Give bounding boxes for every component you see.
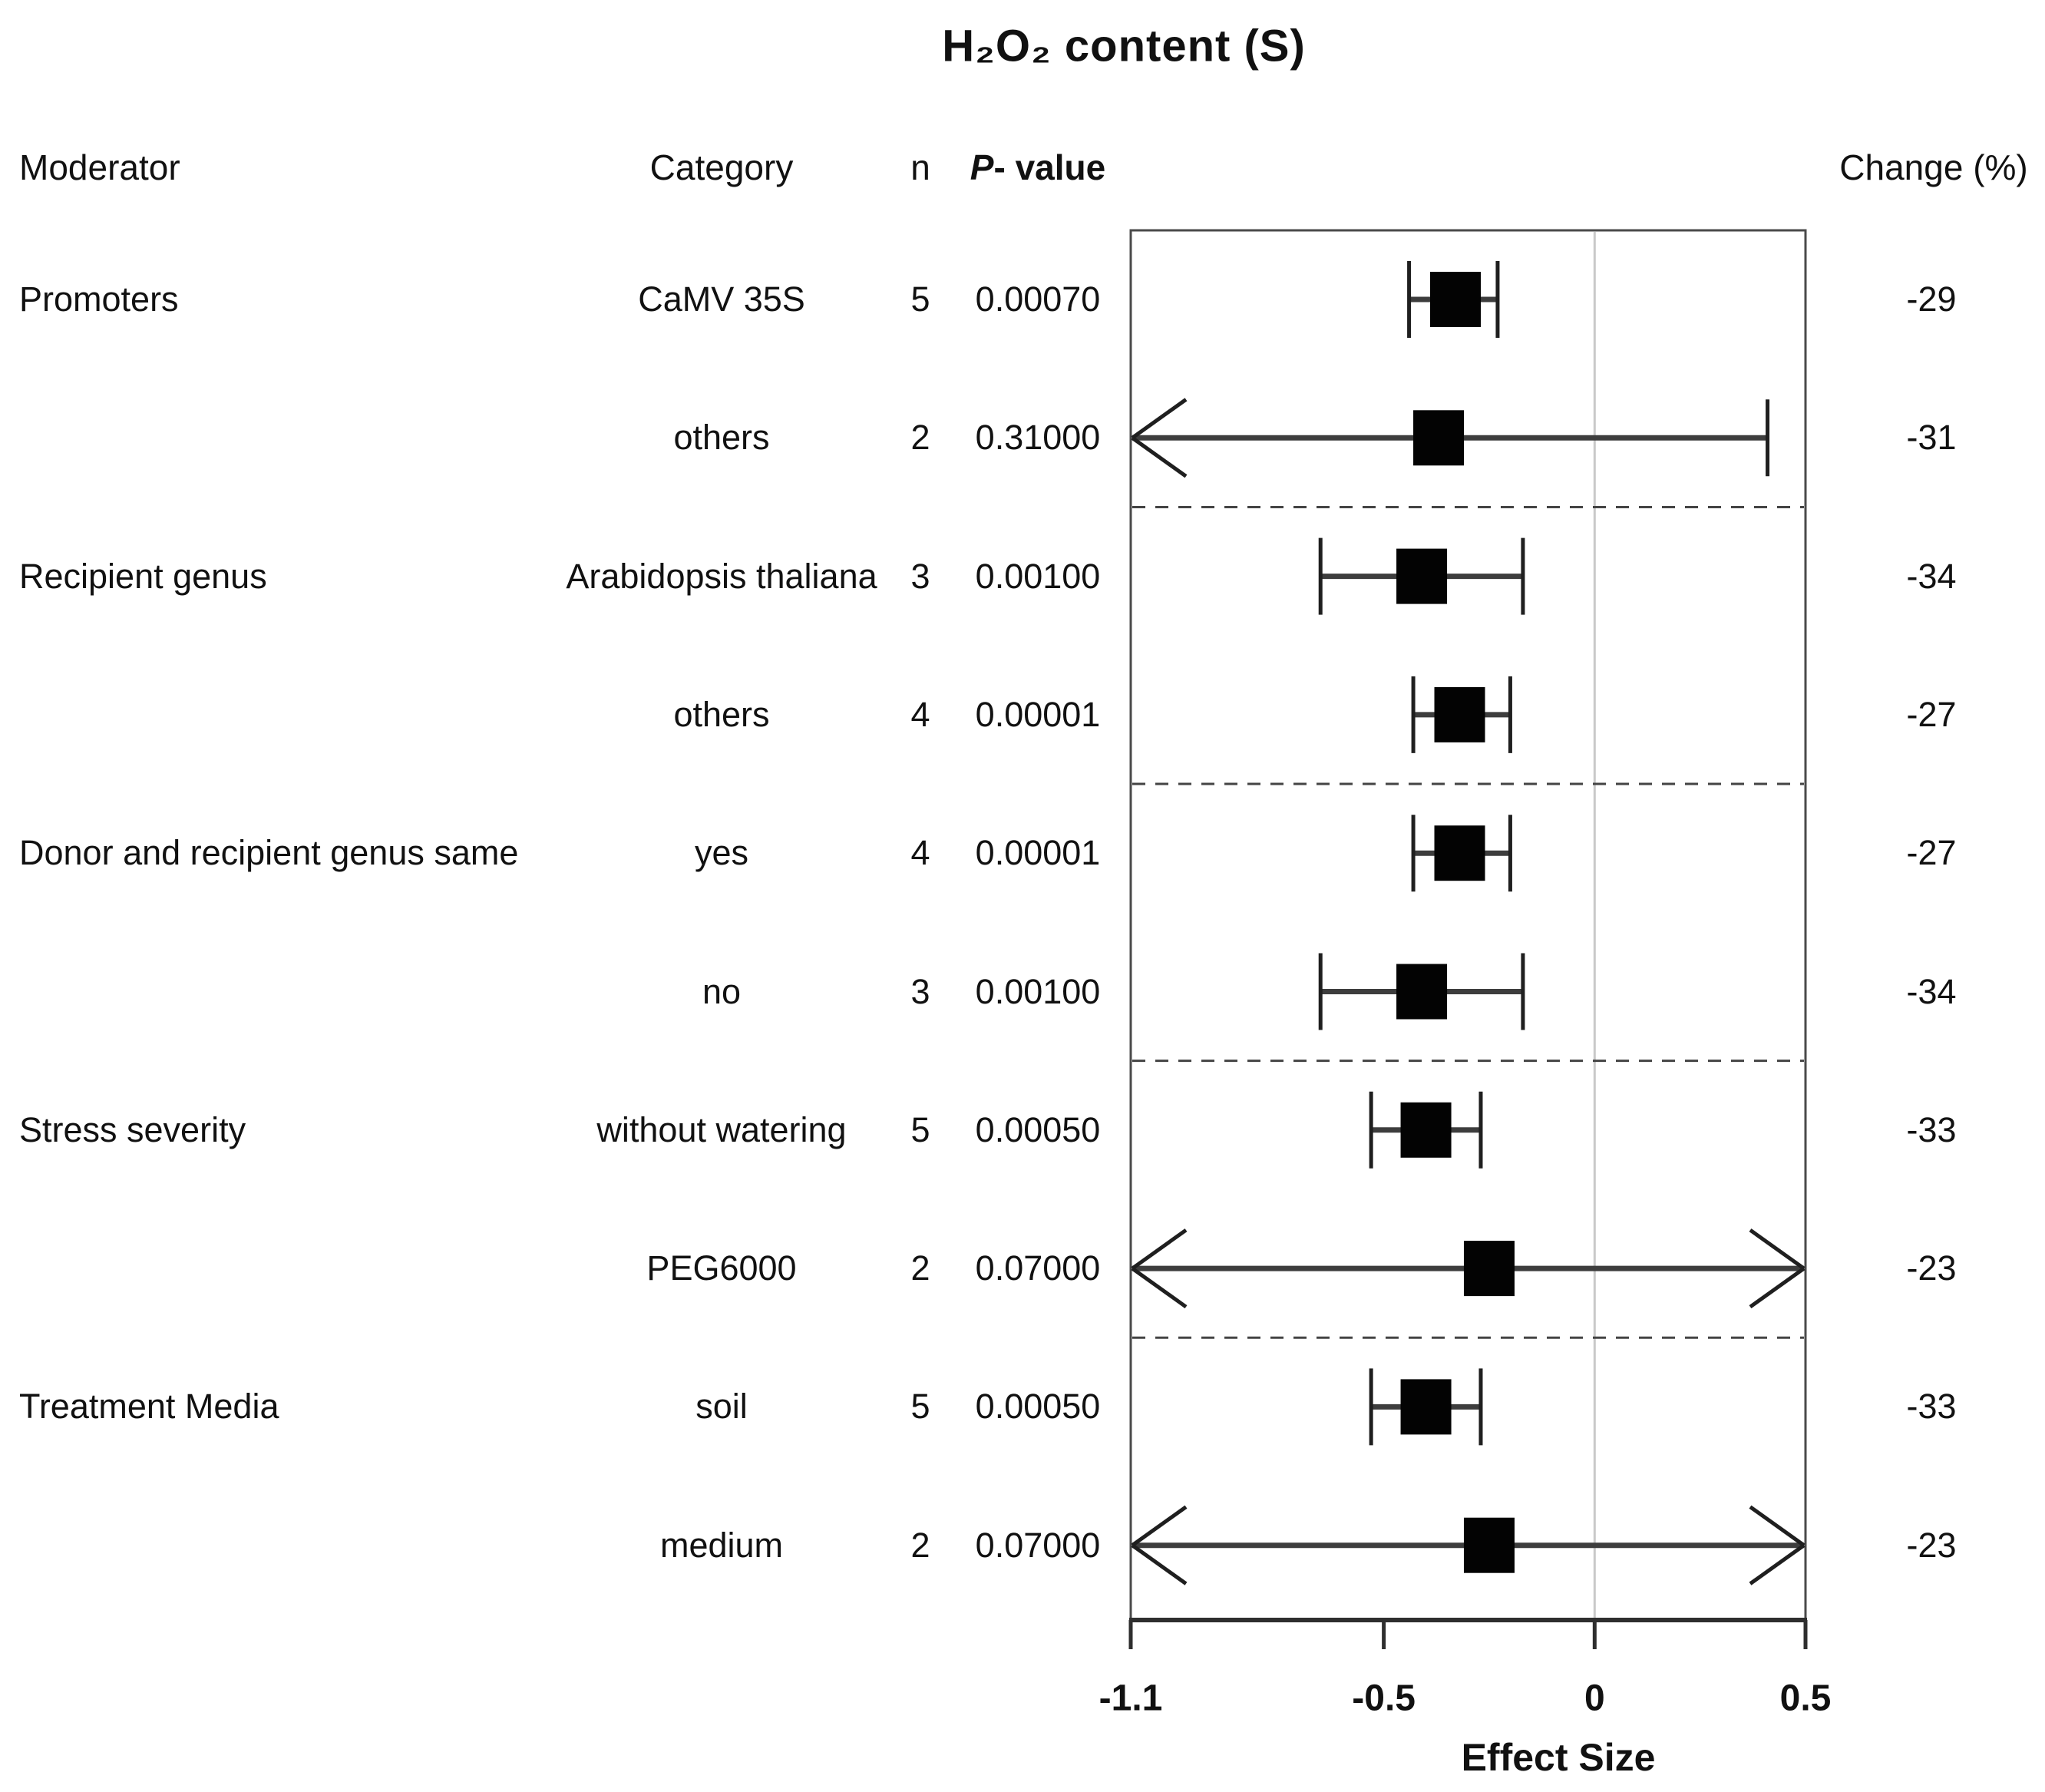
point-estimate-square bbox=[1463, 1241, 1515, 1297]
n-cell: 4 bbox=[910, 694, 930, 734]
category-cell: Arabidopsis thaliana bbox=[566, 556, 877, 596]
point-estimate-square bbox=[1400, 1379, 1452, 1435]
ci-left-arrow bbox=[1131, 1543, 1188, 1585]
n-cell: 3 bbox=[910, 971, 930, 1011]
n-cell: 5 bbox=[910, 1109, 930, 1149]
change-cell: -34 bbox=[1906, 971, 1957, 1011]
category-cell: no bbox=[702, 971, 742, 1011]
category-cell: others bbox=[673, 694, 770, 734]
column-header-moderator: Moderator bbox=[19, 147, 180, 187]
pvalue-rest: - value bbox=[993, 147, 1106, 187]
point-estimate-square bbox=[1463, 1517, 1515, 1573]
pvalue-cell: 0.07000 bbox=[975, 1525, 1101, 1565]
change-cell: -29 bbox=[1906, 279, 1957, 319]
change-cell: -33 bbox=[1906, 1387, 1957, 1427]
ci-right-arrow bbox=[1749, 1505, 1805, 1547]
point-estimate-square bbox=[1434, 825, 1485, 881]
change-cell: -23 bbox=[1906, 1525, 1957, 1565]
change-cell: -31 bbox=[1906, 418, 1957, 458]
ci-left-arrow bbox=[1131, 398, 1188, 440]
ci-left-arrow bbox=[1131, 1267, 1188, 1309]
category-cell: yes bbox=[694, 833, 749, 873]
column-header-pvalue: P- value bbox=[970, 147, 1105, 188]
point-estimate-square bbox=[1396, 964, 1448, 1020]
category-cell: without watering bbox=[596, 1109, 847, 1149]
x-axis-tick-label: -1.1 bbox=[1098, 1678, 1163, 1719]
ci-left-arrow bbox=[1131, 436, 1188, 478]
n-cell: 2 bbox=[910, 1248, 930, 1288]
category-cell: soil bbox=[695, 1387, 748, 1427]
pvalue-cell: 0.00001 bbox=[975, 694, 1101, 734]
category-cell: others bbox=[673, 418, 770, 458]
n-cell: 5 bbox=[910, 1387, 930, 1427]
column-header-n: n bbox=[910, 147, 930, 187]
n-cell: 4 bbox=[910, 833, 930, 873]
change-cell: -27 bbox=[1906, 833, 1957, 873]
moderator-cell: Donor and recipient genus same bbox=[19, 833, 519, 873]
point-estimate-square bbox=[1434, 686, 1485, 742]
moderator-cell: Treatment Media bbox=[19, 1387, 279, 1427]
n-cell: 3 bbox=[910, 556, 930, 596]
change-cell: -34 bbox=[1906, 556, 1957, 596]
point-estimate-square bbox=[1413, 410, 1465, 466]
point-estimate-square bbox=[1396, 548, 1448, 604]
moderator-cell: Promoters bbox=[19, 279, 179, 319]
category-cell: PEG6000 bbox=[646, 1248, 797, 1288]
pvalue-cell: 0.00050 bbox=[975, 1387, 1101, 1427]
ci-right-arrow bbox=[1749, 1228, 1805, 1271]
point-estimate-square bbox=[1400, 1102, 1452, 1158]
x-axis-tick-label: -0.5 bbox=[1352, 1678, 1416, 1719]
ci-left-arrow bbox=[1131, 1228, 1188, 1271]
pvalue-cell: 0.00100 bbox=[975, 971, 1101, 1011]
change-cell: -27 bbox=[1906, 694, 1957, 734]
figure-title: H₂O₂ content (S) bbox=[942, 21, 1306, 71]
moderator-cell: Recipient genus bbox=[19, 556, 267, 596]
ci-left-arrow bbox=[1131, 1505, 1188, 1547]
n-cell: 2 bbox=[910, 1525, 930, 1565]
n-cell: 5 bbox=[910, 279, 930, 319]
point-estimate-square bbox=[1430, 272, 1482, 327]
moderator-cell: Stress severity bbox=[19, 1109, 246, 1149]
pvalue-cell: 0.07000 bbox=[975, 1248, 1101, 1288]
change-cell: -23 bbox=[1906, 1248, 1957, 1288]
n-cell: 2 bbox=[910, 418, 930, 458]
pvalue-cell: 0.00070 bbox=[975, 279, 1101, 319]
x-axis-tick-label: 0.5 bbox=[1779, 1678, 1832, 1719]
pvalue-cell: 0.00001 bbox=[975, 833, 1101, 873]
pvalue-cell: 0.00100 bbox=[975, 556, 1101, 596]
x-axis-title: Effect Size bbox=[1461, 1736, 1656, 1779]
ci-right-arrow bbox=[1749, 1543, 1805, 1585]
column-header-category: Category bbox=[649, 147, 794, 187]
pvalue-cell: 0.00050 bbox=[975, 1109, 1101, 1149]
x-axis-tick-label: 0 bbox=[1584, 1678, 1605, 1719]
change-cell: -33 bbox=[1906, 1109, 1957, 1149]
column-header-change: Change (%) bbox=[1839, 147, 2028, 187]
category-cell: medium bbox=[659, 1525, 784, 1565]
pvalue-cell: 0.31000 bbox=[975, 418, 1101, 458]
pvalue-italic-p: P bbox=[970, 147, 994, 187]
ci-right-arrow bbox=[1749, 1267, 1805, 1309]
category-cell: CaMV 35S bbox=[638, 279, 805, 319]
